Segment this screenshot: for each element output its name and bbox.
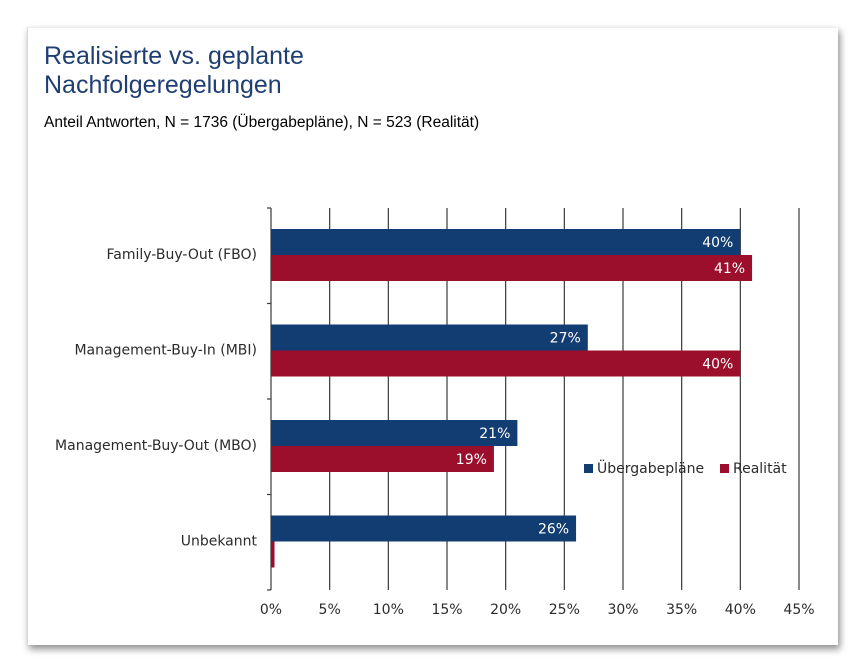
x-tick-label: 25% xyxy=(549,602,580,618)
bar-uebergabeplaene xyxy=(271,420,518,446)
legend-item-realitaet: Realität xyxy=(733,461,787,477)
x-tick-label: 5% xyxy=(319,602,341,618)
x-tick-label: 0% xyxy=(260,602,282,618)
x-tick-label: 20% xyxy=(490,602,521,618)
chart-title-line-1: Realisierte vs. geplante xyxy=(44,42,304,70)
data-label: 40% xyxy=(702,235,733,251)
x-tick-label: 45% xyxy=(783,602,814,618)
chart-title-line-2: Nachfolgeregelungen xyxy=(44,71,282,99)
bar-realitaet xyxy=(271,541,275,568)
chart-title: Realisierte vs. geplante Nachfolgeregelu… xyxy=(44,42,644,100)
data-label: 26% xyxy=(538,522,569,538)
x-tick-label: 15% xyxy=(431,602,462,618)
bar-uebergabeplaene xyxy=(271,515,577,542)
category-label: Family-Buy-Out (FBO) xyxy=(107,247,258,263)
bar-chart: Family-Buy-Out (FBO) 40% 41% Management-Buy… xyxy=(55,207,815,618)
data-label: 21% xyxy=(479,426,510,442)
chart-card: Realisierte vs. geplante Nachfolgeregelu… xyxy=(27,27,838,645)
chart-subtitle: Anteil Antworten, N = 1736 (Übergabeplän… xyxy=(44,114,480,131)
bar-realitaet xyxy=(271,446,494,472)
x-tick-label: 40% xyxy=(725,602,756,618)
bar-uebergabeplaene xyxy=(271,229,741,255)
bar-realitaet xyxy=(271,350,741,377)
data-label: 40% xyxy=(702,357,733,373)
data-label: 19% xyxy=(456,452,487,468)
data-label: 27% xyxy=(550,331,581,347)
bar-realitaet xyxy=(271,255,753,281)
category-label: Management-Buy-In (MBI) xyxy=(74,343,257,359)
x-tick-label: 35% xyxy=(666,602,697,618)
data-label: 41% xyxy=(714,261,745,277)
x-tick-label: 30% xyxy=(607,602,638,618)
category-label: Management-Buy-Out (MBO) xyxy=(55,438,257,454)
category-label: Unbekannt xyxy=(181,534,258,550)
legend-item-uebergabeplaene: Übergabepläne xyxy=(597,459,704,477)
x-tick-label: 10% xyxy=(373,602,404,618)
bar-uebergabeplaene xyxy=(271,324,588,351)
legend-swatch xyxy=(720,464,729,473)
legend-swatch xyxy=(584,464,593,473)
